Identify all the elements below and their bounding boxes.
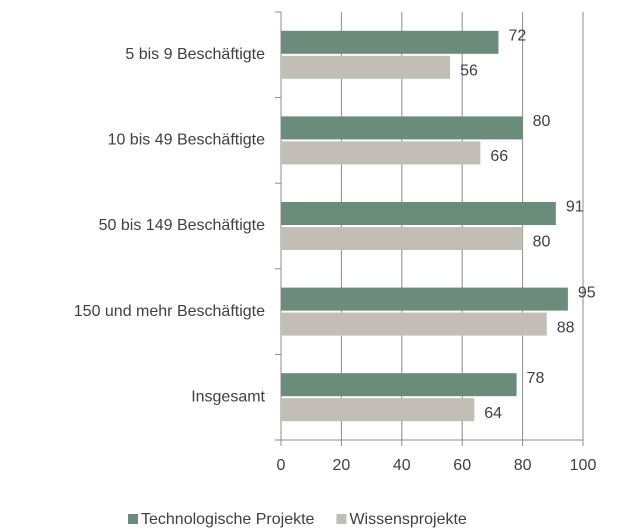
bar: [281, 141, 481, 165]
y-tick-label: 150 und mehr Beschäftigte: [74, 303, 265, 320]
x-tick-label: 60: [453, 457, 471, 474]
bar: [281, 202, 556, 225]
bar: [281, 312, 547, 336]
value-label: 95: [578, 284, 596, 301]
bar: [281, 398, 475, 422]
bar: [281, 227, 523, 250]
y-tick-label: 50 bis 149 Beschäftigte: [99, 217, 265, 234]
value-label: 78: [527, 370, 545, 387]
bar: [281, 55, 451, 79]
y-tick-label: 5 bis 9 Beschäftigte: [125, 46, 265, 63]
bar: [281, 116, 523, 140]
x-tick-label: 80: [514, 457, 532, 474]
x-tick-label: 20: [333, 457, 351, 474]
x-tick-label: 0: [277, 457, 286, 474]
bar: [281, 287, 568, 311]
bar: [281, 30, 499, 54]
y-tick-label: Insgesamt: [191, 388, 265, 405]
x-tick-label: 100: [570, 457, 597, 474]
value-label: 72: [508, 28, 526, 45]
value-label: 91: [566, 199, 584, 216]
y-tick-label: 10 bis 49 Beschäftigte: [108, 132, 266, 149]
value-label: 66: [490, 148, 508, 165]
x-tick-label: 40: [393, 457, 411, 474]
value-label: 64: [484, 405, 502, 422]
value-label: 80: [533, 113, 551, 130]
value-label: 56: [460, 63, 478, 80]
legend-swatch: [336, 514, 347, 524]
value-label: 80: [533, 234, 551, 251]
value-label: 88: [557, 319, 575, 336]
legend-label: Technologische Projekte: [141, 511, 315, 528]
bar: [281, 373, 517, 397]
legend-label: Wissensprojekte: [349, 511, 466, 528]
legend-swatch: [128, 514, 138, 524]
